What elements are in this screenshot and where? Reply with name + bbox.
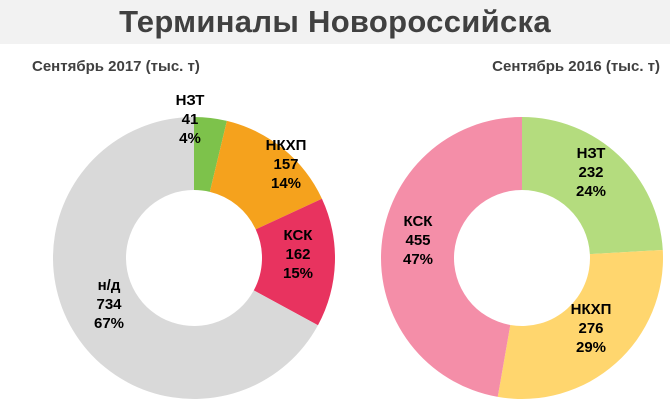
slice-nd-2017 <box>53 117 318 399</box>
slice-percent-ksk-2016: 47% <box>403 251 433 268</box>
slice-nzt-2016 <box>522 117 663 255</box>
page-title: Терминалы Новороссийска <box>119 4 551 39</box>
slice-value-ksk-2017: 162 <box>285 246 310 263</box>
slice-percent-nkhp-2016: 29% <box>576 339 606 356</box>
slice-value-ksk-2016: 455 <box>405 232 430 249</box>
slice-value-nd-2017: 734 <box>96 296 122 313</box>
slice-label-ksk-2017: КСК <box>284 227 314 244</box>
slice-value-nzt-2017: 41 <box>182 111 199 128</box>
slice-label-ksk-2016: КСК <box>404 213 434 230</box>
slice-percent-nd-2017: 67% <box>94 315 124 332</box>
slice-nkhp-2016 <box>497 249 663 399</box>
slice-nzt-2017 <box>194 117 227 192</box>
slice-value-nkhp-2017: 157 <box>273 156 298 173</box>
chart-title-2017: Сентябрь 2017 (тыс. т) <box>32 58 200 75</box>
slice-label-nzt-2017: НЗТ <box>176 92 205 109</box>
slice-percent-nzt-2017: 4% <box>179 130 201 147</box>
slice-percent-nzt-2016: 24% <box>576 183 606 200</box>
slice-nkhp-2017 <box>209 120 322 230</box>
slice-label-nzt-2016: НЗТ <box>577 145 606 162</box>
slice-label-nkhp-2016: НКХП <box>571 301 612 318</box>
slice-value-nkhp-2016: 276 <box>578 320 603 337</box>
slice-label-nkhp-2017: НКХП <box>266 137 307 154</box>
slice-ksk-2016 <box>381 117 522 397</box>
slice-ksk-2017 <box>253 198 336 326</box>
slice-percent-ksk-2017: 15% <box>283 265 313 282</box>
slice-label-nd-2017: н/д <box>98 277 121 294</box>
slice-percent-nkhp-2017: 14% <box>271 175 301 192</box>
title-bar: Терминалы Новороссийска <box>0 0 670 44</box>
chart-title-2016: Сентябрь 2016 (тыс. т) <box>492 58 660 75</box>
slice-value-nzt-2016: 232 <box>578 164 603 181</box>
